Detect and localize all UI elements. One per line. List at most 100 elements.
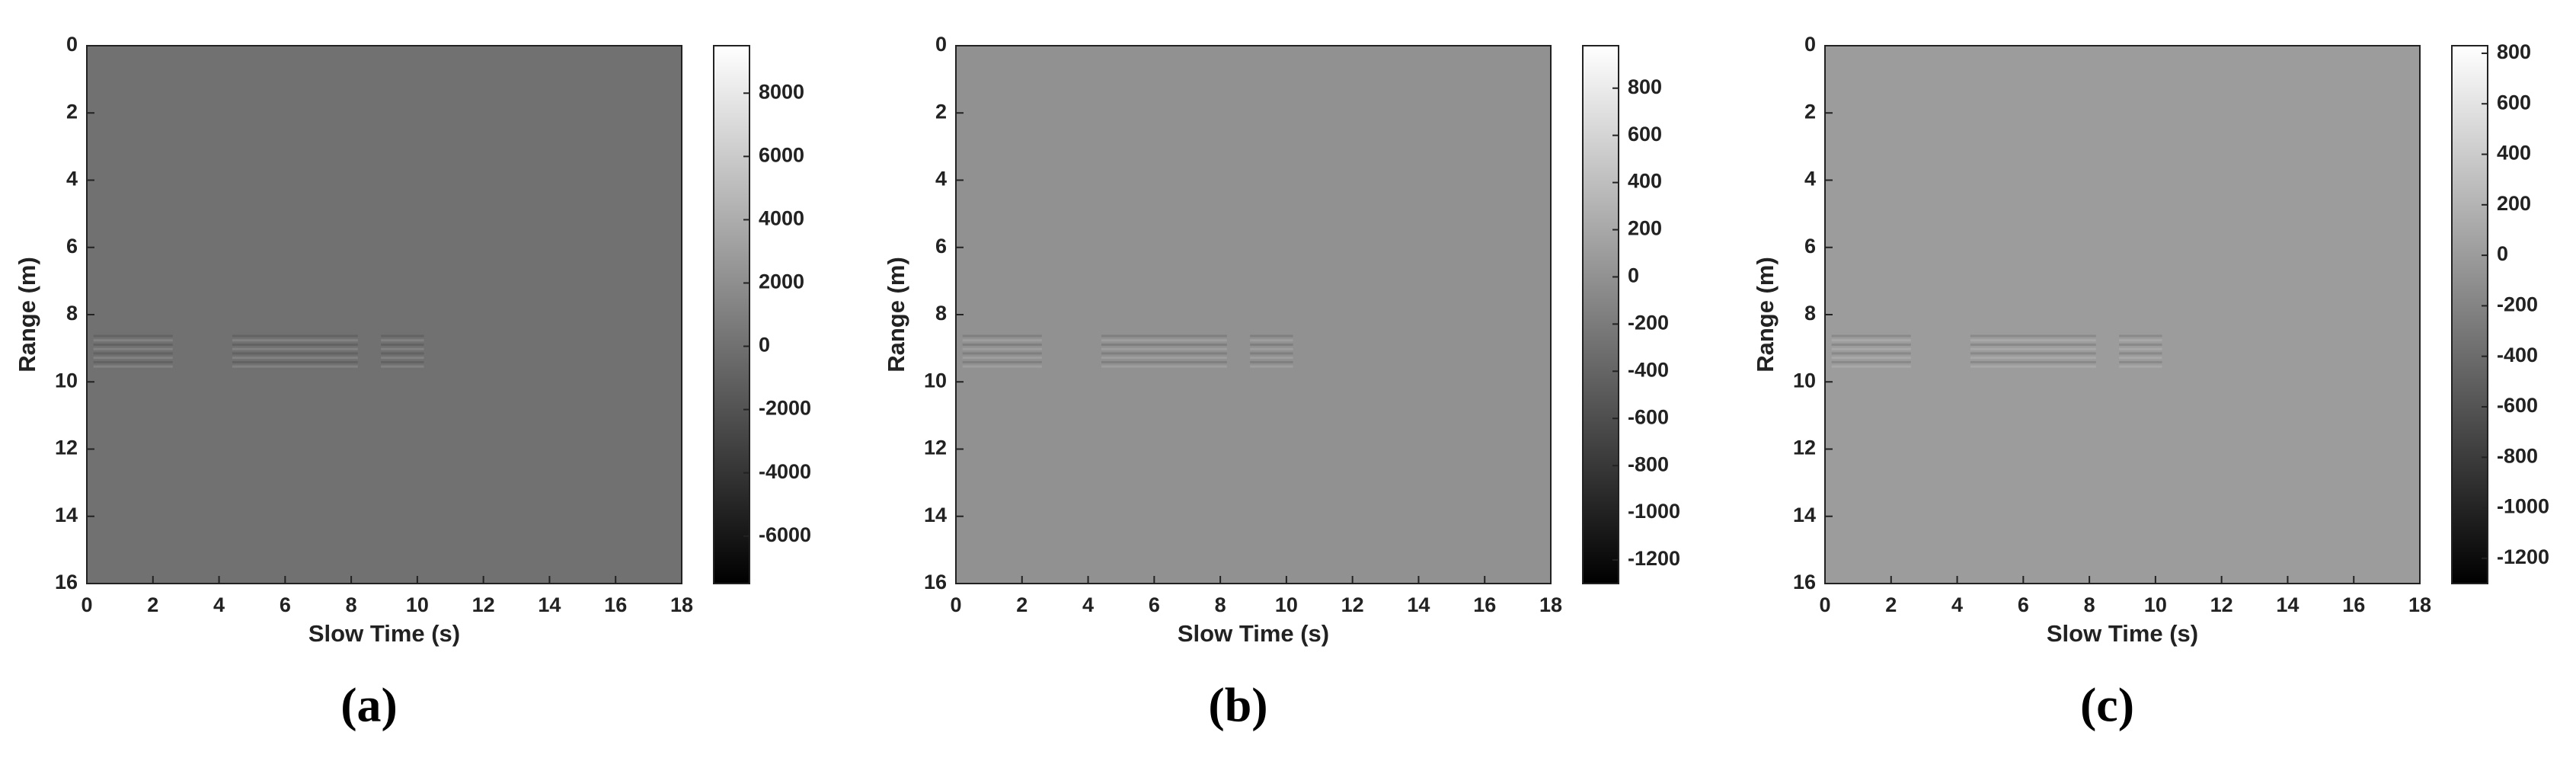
texture-band [962,343,1042,346]
y-tick-label: 12 [1793,437,1816,459]
x-tick-label: 18 [2408,593,2431,616]
colorbar-tick-label: 8000 [759,80,804,103]
texture-band [1101,357,1227,360]
x-tick-label: 8 [1215,593,1226,616]
colorbar-tick-label: 600 [2497,91,2531,114]
x-tick-label: 14 [1407,593,1430,616]
panel: 0 2 4 6 8 10 12 14 16 18 0 2 4 6 8 10 12 14 16 Slow Time (s… [14,33,811,732]
x-axis-label: Slow Time (s) [308,620,460,647]
texture-band [93,365,173,368]
texture-band [1970,360,2096,363]
texture-band [1831,357,1911,360]
texture-band [1250,357,1293,360]
x-tick-label: 8 [2084,593,2095,616]
panel-caption: (c) [2080,678,2134,732]
colorbar-tick-label: -4000 [759,460,811,483]
x-tick-label: 6 [1149,593,1160,616]
x-tick-label: 2 [1016,593,1028,616]
texture-band [962,357,1042,360]
colorbar-tick-label: -200 [1628,312,1669,334]
colorbar [713,45,750,584]
x-tick-label: 6 [280,593,291,616]
x-tick-label: 14 [538,593,561,616]
x-tick-label: 16 [2342,593,2365,616]
y-tick-label: 10 [1793,369,1816,392]
colorbar-tick-label: 400 [1628,170,1662,193]
texture-band [2119,347,2162,350]
texture-band [2119,343,2162,346]
y-tick-label: 8 [66,302,78,325]
panel: 0 2 4 6 8 10 12 14 16 18 0 2 4 6 8 10 12 14 16 Slow Time (s… [1752,33,2549,732]
texture-band [1101,365,1227,368]
y-tick-label: 0 [66,33,78,56]
texture-band [1250,339,1293,342]
texture-band [1970,347,2096,350]
texture-band [93,334,173,337]
x-tick-label: 4 [1082,593,1094,616]
y-tick-label: 14 [1793,504,1816,526]
texture-band [381,352,424,355]
y-axis-label: Range (m) [14,257,40,373]
colorbar-tick-label: -800 [1628,453,1669,475]
colorbar-tick-label: -200 [2497,293,2538,316]
colorbar-tick-label: -400 [1628,358,1669,381]
y-tick-label: 2 [935,100,947,123]
texture-band [1101,360,1227,363]
texture-band [962,365,1042,368]
texture-band [1970,334,2096,337]
panel-caption: (a) [340,678,398,732]
colorbar-tick-label: -600 [2497,394,2538,417]
x-tick-label: 4 [1951,593,1963,616]
y-tick-label: 8 [1804,302,1816,325]
x-tick-label: 2 [1885,593,1897,616]
colorbar-tick-label: 6000 [759,143,804,166]
x-tick-label: 8 [346,593,357,616]
texture-band [232,365,358,368]
colorbar-tick-label: 200 [2497,192,2531,215]
texture-band [962,360,1042,363]
colorbar-tick-label: 0 [1628,264,1639,287]
texture-band [381,347,424,350]
x-tick-label: 10 [406,593,429,616]
texture-band [1250,352,1293,355]
texture-band [1831,334,1911,337]
texture-band [962,334,1042,337]
colorbar-tick-label: 2000 [759,270,804,293]
x-axis-label: Slow Time (s) [2047,620,2198,647]
y-tick-label: 12 [924,437,947,459]
texture-band [1250,343,1293,346]
texture-band [232,339,358,342]
colorbar-tick-label: -6000 [759,523,811,546]
texture-band [1101,339,1227,342]
y-tick-label: 16 [924,571,947,593]
y-tick-label: 6 [66,235,78,257]
texture-band [1101,347,1227,350]
x-tick-label: 0 [950,593,961,616]
texture-band [962,347,1042,350]
texture-band [2119,339,2162,342]
colorbar-tick-label: -2000 [759,397,811,420]
texture-band [1970,357,2096,360]
texture-band [1250,334,1293,337]
colorbar-tick-label: 800 [2497,40,2531,63]
texture-band [93,339,173,342]
y-tick-label: 14 [924,504,947,526]
texture-band [381,360,424,363]
texture-band [1250,365,1293,368]
y-tick-label: 4 [935,168,947,190]
y-tick-label: 0 [1804,33,1816,56]
texture-band [381,357,424,360]
x-tick-label: 12 [472,593,495,616]
x-tick-label: 12 [1341,593,1364,616]
texture-band [2119,365,2162,368]
y-tick-label: 14 [55,504,78,526]
heatmap-field [956,46,1551,584]
texture-band [1250,360,1293,363]
y-tick-label: 16 [1793,571,1816,593]
x-tick-label: 18 [670,593,693,616]
x-tick-label: 14 [2276,593,2299,616]
y-axis-label: Range (m) [1752,257,1779,373]
x-tick-label: 4 [213,593,225,616]
y-tick-label: 10 [55,369,78,392]
colorbar-tick-label: 400 [2497,142,2531,165]
